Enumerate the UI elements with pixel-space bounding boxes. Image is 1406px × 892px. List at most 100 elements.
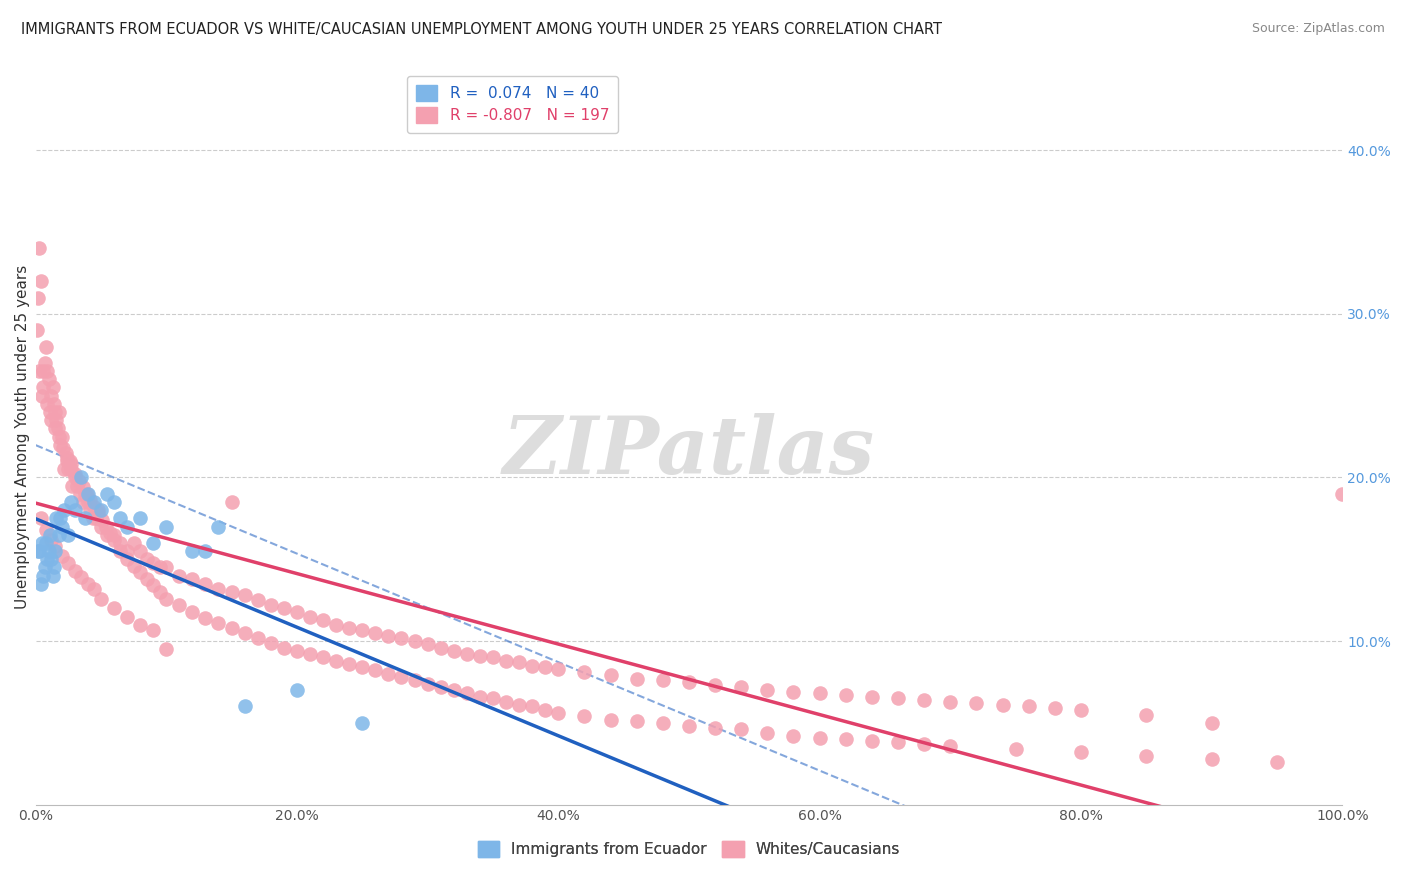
Point	[115, 544, 138, 558]
Point	[194, 576, 217, 591]
Point	[52, 441, 75, 455]
Point	[298, 647, 321, 661]
Point	[83, 495, 105, 509]
Point	[72, 480, 94, 494]
Point	[155, 591, 177, 606]
Point	[98, 526, 121, 541]
Point	[75, 487, 97, 501]
Point	[756, 725, 779, 739]
Point	[599, 668, 621, 682]
Point	[129, 511, 152, 525]
Point	[28, 544, 51, 558]
Point	[233, 588, 256, 602]
Point	[181, 605, 204, 619]
Point	[44, 544, 66, 558]
Point	[90, 591, 112, 606]
Point	[429, 640, 451, 655]
Point	[103, 533, 125, 547]
Point	[246, 593, 269, 607]
Point	[416, 637, 439, 651]
Point	[115, 609, 138, 624]
Point	[169, 568, 191, 582]
Point	[325, 654, 347, 668]
Point	[38, 372, 60, 386]
Point	[39, 533, 62, 547]
Point	[1135, 748, 1157, 763]
Point	[70, 470, 93, 484]
Point	[135, 572, 157, 586]
Point	[35, 523, 58, 537]
Point	[34, 560, 56, 574]
Point	[79, 503, 101, 517]
Point	[181, 572, 204, 586]
Point	[482, 650, 505, 665]
Point	[169, 598, 191, 612]
Point	[285, 605, 308, 619]
Text: ZIPatlas: ZIPatlas	[503, 412, 875, 490]
Point	[51, 549, 73, 563]
Point	[27, 544, 49, 558]
Point	[730, 680, 752, 694]
Point	[59, 495, 82, 509]
Point	[273, 601, 295, 615]
Point	[352, 715, 374, 730]
Point	[155, 642, 177, 657]
Point	[352, 623, 374, 637]
Point	[45, 413, 67, 427]
Point	[651, 715, 673, 730]
Point	[55, 446, 77, 460]
Point	[87, 503, 110, 517]
Point	[44, 405, 66, 419]
Point	[626, 672, 648, 686]
Point	[273, 640, 295, 655]
Point	[87, 507, 110, 521]
Point	[468, 648, 491, 663]
Point	[534, 660, 557, 674]
Point	[103, 495, 125, 509]
Point	[391, 631, 413, 645]
Point	[887, 691, 910, 706]
Point	[90, 503, 112, 517]
Point	[456, 686, 478, 700]
Point	[59, 458, 82, 472]
Point	[337, 657, 360, 671]
Point	[704, 678, 727, 692]
Point	[67, 474, 90, 488]
Point	[547, 706, 569, 720]
Point	[142, 556, 165, 570]
Point	[28, 364, 51, 378]
Point	[39, 413, 62, 427]
Point	[233, 625, 256, 640]
Point	[37, 364, 59, 378]
Point	[84, 511, 107, 525]
Point	[377, 629, 399, 643]
Point	[32, 568, 55, 582]
Point	[76, 495, 98, 509]
Point	[39, 405, 62, 419]
Point	[30, 511, 52, 525]
Point	[991, 698, 1014, 712]
Point	[45, 511, 67, 525]
Point	[756, 683, 779, 698]
Point	[96, 487, 118, 501]
Point	[41, 380, 63, 394]
Point	[207, 519, 229, 533]
Point	[1331, 487, 1354, 501]
Point	[32, 364, 55, 378]
Point	[508, 698, 530, 712]
Point	[260, 635, 283, 649]
Point	[599, 713, 621, 727]
Point	[416, 676, 439, 690]
Point	[520, 658, 543, 673]
Point	[28, 242, 51, 256]
Point	[860, 734, 883, 748]
Point	[495, 695, 517, 709]
Point	[35, 536, 58, 550]
Point	[32, 380, 55, 394]
Point	[547, 662, 569, 676]
Point	[364, 664, 387, 678]
Point	[808, 686, 831, 700]
Point	[59, 462, 82, 476]
Point	[27, 291, 49, 305]
Point	[207, 582, 229, 596]
